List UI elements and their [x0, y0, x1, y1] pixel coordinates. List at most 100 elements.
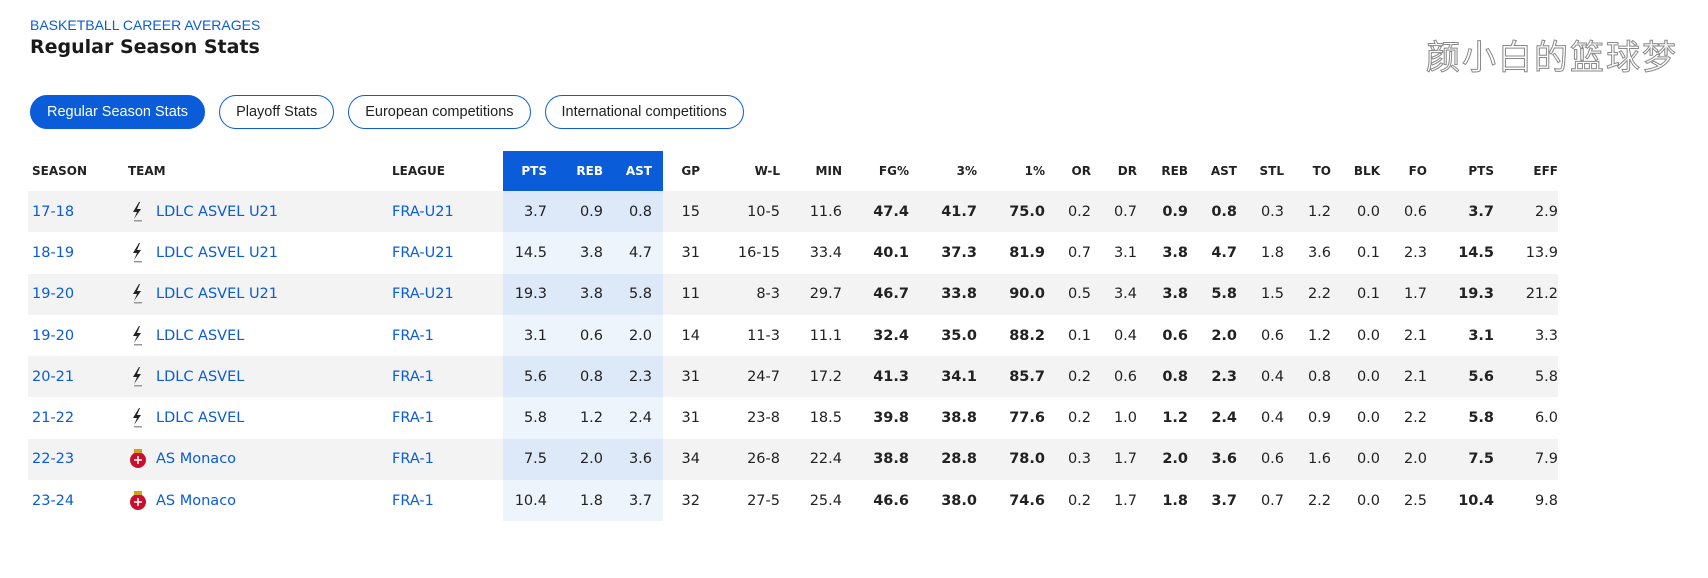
- column-header-fo[interactable]: FO: [1408, 164, 1427, 178]
- team-link[interactable]: LDLC ASVEL U21: [156, 286, 279, 303]
- season-link[interactable]: 19-20: [32, 286, 75, 303]
- column-header-to[interactable]: TO: [1312, 164, 1331, 178]
- cell-to: 1.2: [1284, 191, 1331, 233]
- column-header-pts[interactable]: PTS: [1468, 164, 1494, 178]
- cell-ast: 2.4: [607, 397, 663, 439]
- column-header-blk[interactable]: BLK: [1353, 164, 1380, 178]
- season-link[interactable]: 19-20: [32, 327, 75, 344]
- team-link[interactable]: LDLC ASVEL U21: [156, 244, 279, 261]
- league-link[interactable]: FRA-U21: [392, 286, 454, 303]
- column-header-reb[interactable]: REB: [1161, 164, 1188, 178]
- tab-regular-season[interactable]: Regular Season Stats: [30, 95, 206, 129]
- tab-playoff[interactable]: Playoff Stats: [219, 95, 335, 129]
- column-header-fg[interactable]: FG%: [878, 164, 909, 178]
- column-header-min[interactable]: MIN: [815, 164, 842, 178]
- cell-1: 81.9: [1009, 244, 1045, 261]
- watermark: 颜小白的篮球梦: [1426, 38, 1678, 79]
- league-link[interactable]: FRA-1: [392, 492, 434, 509]
- cell-stl: 0.4: [1260, 410, 1284, 427]
- cell-to: 0.9: [1307, 410, 1331, 427]
- column-header-dr[interactable]: DR: [1117, 164, 1137, 178]
- cell-min: 29.7: [780, 273, 842, 315]
- tab-european[interactable]: European competitions: [348, 95, 531, 129]
- column-header-3[interactable]: 3%: [956, 164, 977, 178]
- monaco-logo-icon: [128, 490, 148, 512]
- season-link[interactable]: 20-21: [32, 368, 75, 385]
- column-header-wl[interactable]: W-L: [754, 164, 780, 178]
- column-header-pts[interactable]: PTS: [503, 151, 553, 191]
- league-link[interactable]: FRA-1: [392, 410, 434, 427]
- cell-pts: 3.1: [1468, 327, 1494, 344]
- column-header-season[interactable]: SEASON: [32, 164, 88, 178]
- season-link[interactable]: 23-24: [32, 492, 75, 509]
- team-link[interactable]: AS Monaco: [156, 451, 237, 468]
- cell-stl: 0.4: [1237, 356, 1284, 398]
- cell-pts: 14.5: [503, 232, 553, 274]
- team-link[interactable]: LDLC ASVEL: [156, 410, 245, 427]
- cell-team: LDLC ASVEL U21: [124, 273, 388, 315]
- cell-ast: 3.6: [607, 438, 663, 481]
- column-header-league[interactable]: LEAGUE: [392, 164, 445, 178]
- league-link[interactable]: FRA-1: [392, 451, 434, 468]
- table-row: 22-23 AS Monaco FRA-1 7.5 2.0 3.6 34 26-8 22.4 38…: [28, 438, 1558, 481]
- table-row: 21-22 LDLC ASVEL FRA-1 5.8 1.2 2.4 31 23-8 18.5 3…: [28, 397, 1558, 439]
- season-link[interactable]: 21-22: [32, 410, 75, 427]
- team-link[interactable]: LDLC ASVEL: [156, 327, 245, 344]
- cell-team: LDLC ASVEL U21: [124, 191, 388, 233]
- column-header-ast[interactable]: AST: [1210, 164, 1237, 178]
- cell-ast: 2.0: [607, 314, 663, 357]
- cell-dr: 1.0: [1113, 410, 1137, 427]
- cell-eff: 9.8: [1534, 492, 1558, 509]
- column-header-1[interactable]: 1%: [1024, 164, 1045, 178]
- cell-or: 0.5: [1045, 273, 1091, 315]
- cell-reb: 0.6: [553, 314, 607, 357]
- league-link[interactable]: FRA-U21: [392, 203, 454, 220]
- cell-league: FRA-U21: [388, 273, 503, 315]
- cell-ast: 2.3: [607, 356, 663, 398]
- cell-or: 0.2: [1045, 356, 1091, 398]
- league-link[interactable]: FRA-1: [392, 368, 434, 385]
- cell-fg: 47.4: [842, 191, 909, 233]
- team-link[interactable]: AS Monaco: [156, 492, 237, 509]
- cell-or: 0.7: [1067, 244, 1091, 261]
- column-header-reb[interactable]: REB: [553, 151, 607, 191]
- cell-3: 33.8: [909, 273, 977, 315]
- cell-reb: 1.2: [553, 397, 607, 439]
- cell-1: 85.7: [977, 356, 1045, 398]
- cell-fo: 2.0: [1380, 438, 1427, 481]
- column-header-eff[interactable]: EFF: [1533, 164, 1558, 178]
- cell-stl: 1.5: [1237, 273, 1284, 315]
- season-link[interactable]: 18-19: [32, 244, 75, 261]
- cell-gp: 31: [681, 410, 700, 427]
- asvel-logo-icon: [128, 201, 148, 223]
- cell-pts: 14.5: [1458, 244, 1494, 261]
- league-link[interactable]: FRA-U21: [392, 244, 454, 261]
- cell-min: 25.4: [809, 492, 842, 509]
- cell-league: FRA-1: [388, 397, 503, 438]
- season-link[interactable]: 17-18: [32, 203, 75, 220]
- team-link[interactable]: LDLC ASVEL: [156, 368, 245, 385]
- column-header-gp[interactable]: GP: [681, 164, 700, 178]
- column-header-stl[interactable]: STL: [1259, 164, 1284, 178]
- cell-blk: 0.1: [1356, 244, 1380, 261]
- cell-ast: 5.8: [1188, 273, 1237, 315]
- asvel-logo-icon: [128, 366, 148, 388]
- column-header-team[interactable]: TEAM: [128, 164, 166, 178]
- cell-reb: 1.8: [1162, 492, 1188, 509]
- season-link[interactable]: 22-23: [32, 451, 75, 468]
- cell-stl: 0.3: [1237, 191, 1284, 233]
- cell-gp: 34: [663, 438, 700, 481]
- tab-international[interactable]: International competitions: [544, 95, 744, 129]
- column-header-or[interactable]: OR: [1071, 164, 1091, 178]
- cell-to: 1.2: [1307, 327, 1331, 344]
- cell-gp: 14: [681, 327, 700, 344]
- cell-stl: 0.6: [1260, 327, 1284, 344]
- column-header-ast[interactable]: AST: [607, 151, 663, 191]
- cell-fo: 2.2: [1403, 410, 1427, 427]
- cell-wl: 23-8: [747, 410, 780, 427]
- asvel-logo-icon: [128, 407, 148, 429]
- cell-dr: 3.1: [1113, 244, 1137, 261]
- cell-team: LDLC ASVEL: [124, 397, 388, 438]
- team-link[interactable]: LDLC ASVEL U21: [156, 203, 279, 220]
- league-link[interactable]: FRA-1: [392, 327, 434, 344]
